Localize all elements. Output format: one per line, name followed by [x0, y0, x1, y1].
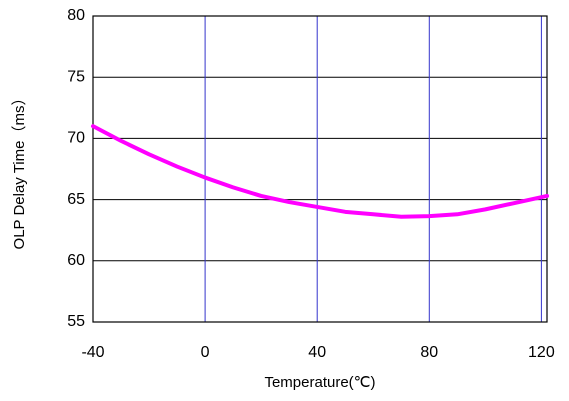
- x-tick-label: 80: [420, 344, 438, 361]
- y-tick-label: 75: [67, 68, 85, 85]
- x-tick-label: 0: [201, 344, 210, 361]
- y-tick-label: 65: [67, 191, 85, 208]
- y-tick-label: 60: [67, 252, 85, 269]
- plot-border: [92, 15, 548, 323]
- plot-area: [93, 16, 547, 322]
- y-axis-title: OLP Delay Time（ms）: [11, 91, 28, 250]
- x-tick-label: 40: [308, 344, 326, 361]
- y-tick-label: 70: [67, 130, 85, 147]
- y-tick-label: 80: [67, 7, 85, 24]
- x-axis-title: Temperature(℃): [264, 374, 375, 391]
- y-tick-label: 55: [67, 313, 85, 330]
- x-tick-label: 120: [528, 344, 555, 361]
- x-tick-label: -40: [81, 344, 104, 361]
- data-line: [91, 124, 549, 219]
